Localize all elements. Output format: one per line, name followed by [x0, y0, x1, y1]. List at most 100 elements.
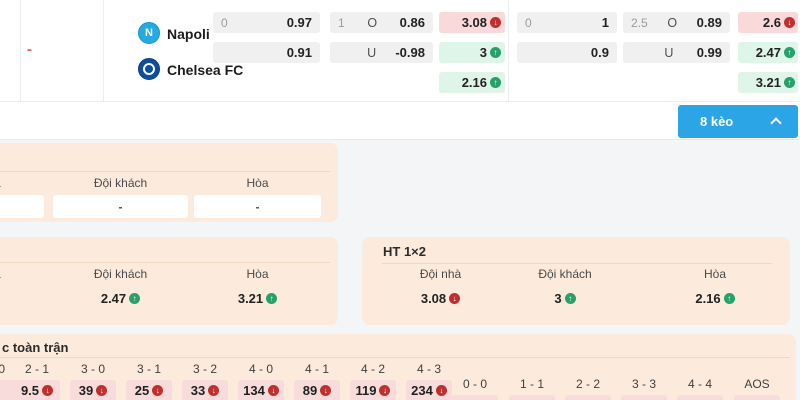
odds-value: 39 — [78, 383, 94, 398]
score-label: 2 - 2 — [575, 377, 600, 391]
score-odds-cell[interactable] — [565, 395, 611, 400]
ht-1x2-title: HT 1×2 — [383, 244, 426, 259]
header-draw: Hòa — [703, 267, 726, 281]
chevron-up-icon — [770, 117, 782, 129]
score-odds-cell[interactable]: 234 ↓ — [406, 380, 452, 400]
market-cell-home[interactable] — [0, 195, 44, 218]
score-odds-cell[interactable] — [509, 395, 555, 400]
score-label: 4 - 0 — [248, 362, 273, 376]
away-team-name: Chelsea FC — [167, 62, 244, 78]
over-label: O — [367, 15, 378, 30]
score-column[interactable]: 3 - 1 25 ↓ — [126, 362, 172, 400]
score-column[interactable]: 2 - 0 ↓ — [0, 362, 16, 400]
keo-expand-button[interactable]: 8 kèo — [678, 105, 798, 138]
score-odds-cell[interactable]: ↓ — [0, 380, 16, 400]
chelsea-logo — [138, 58, 160, 80]
divider — [103, 0, 104, 101]
header-away: Đội khách — [93, 176, 148, 190]
score-label: 3 - 2 — [192, 362, 217, 376]
odds-cell-over-2[interactable]: 2.5 O 0.89 — [623, 12, 730, 33]
score-column[interactable]: 4 - 4 — [677, 377, 723, 400]
score-odds-cell[interactable]: 9.5 ↓ — [14, 380, 60, 400]
score-column[interactable]: 0 - 0 — [452, 377, 498, 400]
score-odds-cell[interactable]: 39 ↓ — [70, 380, 116, 400]
ft-1x2-cell-away[interactable]: 2.47 ↑ — [53, 287, 188, 310]
score-odds-cell[interactable] — [734, 395, 780, 400]
odds-cell-1x2-draw-2[interactable]: 3.21 ↑ — [738, 72, 798, 93]
score-column[interactable]: 2 - 1 9.5 ↓ — [14, 362, 60, 400]
odds-value: 2.16 — [695, 290, 721, 306]
odds-cell-hdp-home[interactable]: 0 0.97 — [213, 12, 320, 33]
odds-value: 3 — [479, 45, 487, 60]
odds-cell-hdp-away-2[interactable]: 0.9 — [517, 42, 617, 63]
odds-cell-1x2-home-2[interactable]: 2.6 ↓ — [738, 12, 798, 33]
score-column[interactable]: 3 - 3 — [621, 377, 667, 400]
ht-1x2-card — [362, 237, 790, 325]
score-column[interactable]: 4 - 1 89 ↓ — [294, 362, 340, 400]
score-column[interactable]: 3 - 2 33 ↓ — [182, 362, 228, 400]
napoli-logo: N — [138, 22, 160, 44]
score-column[interactable]: AOS — [734, 377, 780, 400]
trend-down-icon: ↓ — [96, 385, 108, 396]
score-column[interactable]: 4 - 0 134 ↓ — [238, 362, 284, 400]
score-odds-cell[interactable]: 119 ↓ — [350, 380, 396, 400]
odds-cell-hdp-away[interactable]: 0.91 — [213, 42, 320, 63]
header-home: Đội nhà — [0, 267, 30, 281]
odds-cell-under[interactable]: U -0.98 — [330, 42, 433, 63]
score-odds-cell[interactable]: 33 ↓ — [182, 380, 228, 400]
score-odds-cell[interactable]: 134 ↓ — [238, 380, 284, 400]
market-cell-away[interactable]: - — [53, 195, 188, 218]
ft-1x2-cell-draw[interactable]: 3.21 ↑ — [194, 287, 321, 310]
match-teams[interactable]: N Napoli Chelsea FC — [120, 10, 310, 95]
score-odds-cell[interactable] — [452, 395, 498, 400]
collapse-marker[interactable]: - — [27, 41, 32, 58]
score-label: 0 - 0 — [462, 377, 487, 391]
odds-value: 9.5 — [20, 383, 40, 398]
ft-1x2-cell-home[interactable] — [0, 287, 44, 310]
score-label: AOS — [744, 377, 770, 391]
score-odds-cell[interactable] — [621, 395, 667, 400]
score-label: 2 - 0 — [0, 362, 5, 376]
score-column[interactable]: 1 - 1 — [509, 377, 555, 400]
odds-cell-1x2-away-2[interactable]: 2.47 ↑ — [738, 42, 798, 63]
score-column[interactable]: 3 - 0 39 ↓ — [70, 362, 116, 400]
market-cell-draw[interactable]: - — [194, 195, 321, 218]
odds-value: 234 — [411, 383, 433, 398]
market-value: - — [118, 199, 123, 214]
trend-down-icon: ↓ — [208, 385, 220, 396]
score-odds-cell[interactable]: 25 ↓ — [126, 380, 172, 400]
score-column[interactable]: 2 - 2 — [565, 377, 611, 400]
odds-cell-over[interactable]: 1 O 0.86 — [330, 12, 433, 33]
trend-down-icon: ↓ — [449, 292, 461, 304]
odds-cell-1x2-draw[interactable]: 2.16 ↑ — [439, 72, 505, 93]
odds-cell-under-2[interactable]: U 0.99 — [623, 42, 730, 63]
score-label: 4 - 2 — [360, 362, 385, 376]
odds-value: 89 — [302, 383, 318, 398]
trend-up-icon: ↑ — [784, 77, 795, 88]
odds-cell-1x2-home[interactable]: 3.08 ↓ — [439, 12, 505, 33]
score-label: 3 - 0 — [80, 362, 105, 376]
over-label: O — [667, 15, 678, 30]
trend-up-icon: ↑ — [564, 292, 576, 304]
divider — [508, 0, 509, 101]
ht-1x2-cell-home[interactable]: 3.08 ↓ — [383, 286, 498, 310]
trend-down-icon: ↓ — [152, 385, 164, 396]
odds-value: 3.08 — [420, 290, 447, 306]
trend-down-icon: ↓ — [784, 17, 795, 28]
score-column[interactable]: 4 - 3 234 ↓ — [406, 362, 452, 400]
score-odds-cell[interactable]: 89 ↓ — [294, 380, 340, 400]
score-label: 1 - 1 — [519, 377, 544, 391]
score-column[interactable]: 4 - 2 119 ↓ — [350, 362, 396, 400]
odds-cell-hdp-home-2[interactable]: 0 1 — [517, 12, 617, 33]
correct-score-title: c toàn trận — [2, 340, 69, 355]
score-label: 4 - 1 — [304, 362, 329, 376]
ht-1x2-cell-away[interactable]: 3 ↑ — [507, 286, 623, 310]
header-home: Đội nhà — [419, 267, 462, 281]
ht-1x2-cell-draw[interactable]: 2.16 ↑ — [647, 286, 783, 310]
odds-cell-1x2-away[interactable]: 3 ↑ — [439, 42, 505, 63]
score-odds-cell[interactable] — [677, 395, 723, 400]
header-draw: Hòa — [246, 176, 269, 190]
ou-line: 1 — [338, 15, 345, 30]
odds-value: 1 — [601, 15, 609, 30]
